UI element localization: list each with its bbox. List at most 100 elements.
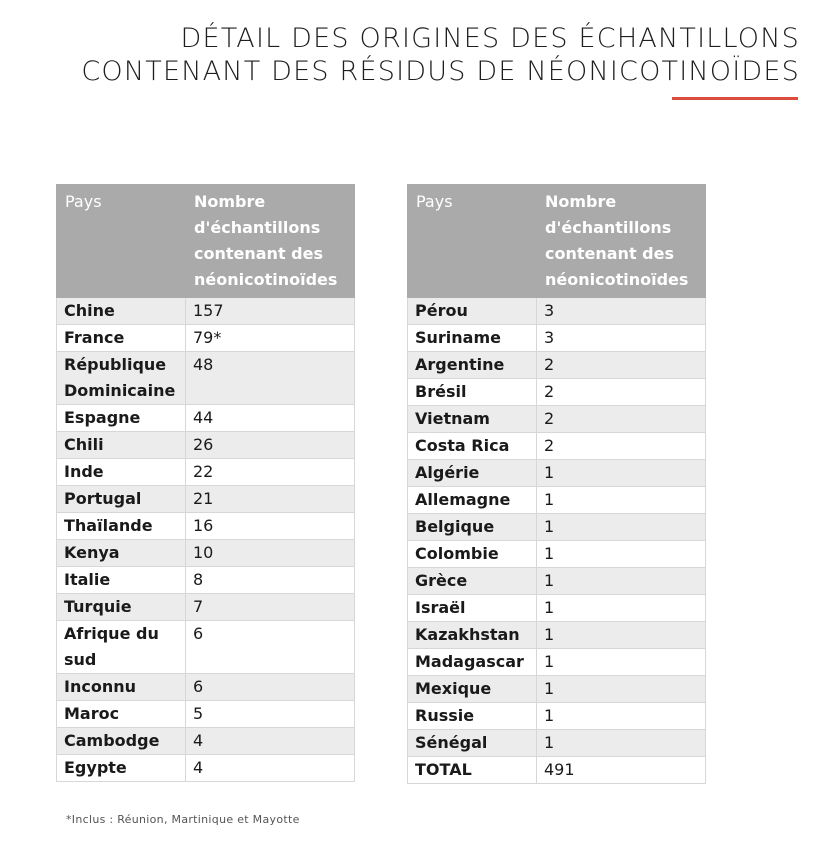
table-row: Madagascar 1 <box>407 648 706 676</box>
table-row: Espagne 44 <box>56 404 355 432</box>
country-cell: Sénégal <box>407 729 537 757</box>
column-header-country: Pays <box>407 184 537 298</box>
count-cell: 79* <box>185 324 355 352</box>
country-cell: Grèce <box>407 567 537 595</box>
table-row: Belgique 1 <box>407 513 706 541</box>
count-cell: 8 <box>185 566 355 594</box>
count-cell: 2 <box>536 432 706 460</box>
country-cell: France <box>56 324 186 352</box>
count-cell: 5 <box>185 700 355 728</box>
country-cell: Vietnam <box>407 405 537 433</box>
table-row: Egypte 4 <box>56 754 355 782</box>
table-row: Mexique 1 <box>407 675 706 703</box>
page-title: DÉTAIL DES ORIGINES DES ÉCHANTILLONS CON… <box>81 22 800 88</box>
country-cell: Portugal <box>56 485 186 513</box>
count-cell: 1 <box>536 729 706 757</box>
table-row: Grèce 1 <box>407 567 706 595</box>
count-cell: 2 <box>536 378 706 406</box>
title-line-2: CONTENANT DES RÉSIDUS DE NÉONICOTINOÏDES <box>81 56 800 87</box>
country-cell: Israël <box>407 594 537 622</box>
country-cell: Thaïlande <box>56 512 186 540</box>
country-cell: Afrique du sud <box>56 620 186 674</box>
country-cell: Allemagne <box>407 486 537 514</box>
count-cell: 7 <box>185 593 355 621</box>
title-underline <box>672 97 798 100</box>
footnote: *Inclus : Réunion, Martinique et Mayotte <box>66 813 300 826</box>
table-row: Sénégal 1 <box>407 729 706 757</box>
count-cell: 1 <box>536 540 706 568</box>
table-row: République Dominicaine 48 <box>56 351 355 405</box>
country-cell: TOTAL <box>407 756 537 784</box>
column-header-country: Pays <box>56 184 186 298</box>
count-cell: 1 <box>536 648 706 676</box>
count-cell: 26 <box>185 431 355 459</box>
count-cell: 48 <box>185 351 355 405</box>
table-row: Suriname 3 <box>407 324 706 352</box>
count-cell: 3 <box>536 324 706 352</box>
count-cell: 6 <box>185 673 355 701</box>
table-row: Cambodge 4 <box>56 727 355 755</box>
country-cell: Colombie <box>407 540 537 568</box>
count-cell: 1 <box>536 702 706 730</box>
table-row: Algérie 1 <box>407 459 706 487</box>
table-row: Kenya 10 <box>56 539 355 567</box>
table-row: TOTAL 491 <box>407 756 706 784</box>
countries-table-right: Pays Nombre d'échantillons contenant des… <box>407 184 706 784</box>
country-cell: Inconnu <box>56 673 186 701</box>
count-cell: 1 <box>536 513 706 541</box>
table-row: Inde 22 <box>56 458 355 486</box>
table-row: Brésil 2 <box>407 378 706 406</box>
table-row: Portugal 21 <box>56 485 355 513</box>
country-cell: Turquie <box>56 593 186 621</box>
country-cell: Madagascar <box>407 648 537 676</box>
table-row: Maroc 5 <box>56 700 355 728</box>
table-row: Thaïlande 16 <box>56 512 355 540</box>
country-cell: Kazakhstan <box>407 621 537 649</box>
table-row: Vietnam 2 <box>407 405 706 433</box>
table-row: Argentine 2 <box>407 351 706 379</box>
country-cell: Kenya <box>56 539 186 567</box>
country-cell: Belgique <box>407 513 537 541</box>
count-cell: 157 <box>185 297 355 325</box>
count-cell: 491 <box>536 756 706 784</box>
country-cell: Cambodge <box>56 727 186 755</box>
count-cell: 2 <box>536 405 706 433</box>
table-row: Afrique du sud 6 <box>56 620 355 674</box>
table-row: Russie 1 <box>407 702 706 730</box>
table-row: Costa Rica 2 <box>407 432 706 460</box>
table-row: Italie 8 <box>56 566 355 594</box>
country-cell: Chili <box>56 431 186 459</box>
country-cell: Espagne <box>56 404 186 432</box>
country-cell: Italie <box>56 566 186 594</box>
table-row: Chine 157 <box>56 297 355 325</box>
table-row: Israël 1 <box>407 594 706 622</box>
country-cell: Inde <box>56 458 186 486</box>
country-cell: Brésil <box>407 378 537 406</box>
count-cell: 1 <box>536 675 706 703</box>
country-cell: Chine <box>56 297 186 325</box>
count-cell: 44 <box>185 404 355 432</box>
count-cell: 16 <box>185 512 355 540</box>
table-row: Inconnu 6 <box>56 673 355 701</box>
count-cell: 3 <box>536 297 706 325</box>
count-cell: 21 <box>185 485 355 513</box>
count-cell: 1 <box>536 486 706 514</box>
country-cell: Argentine <box>407 351 537 379</box>
country-cell: République Dominicaine <box>56 351 186 405</box>
title-line-1: DÉTAIL DES ORIGINES DES ÉCHANTILLONS <box>180 23 800 54</box>
table-row: Chili 26 <box>56 431 355 459</box>
country-cell: Mexique <box>407 675 537 703</box>
column-header-count: Nombre d'échantillons contenant des néon… <box>536 184 706 298</box>
countries-table-left: Pays Nombre d'échantillons contenant des… <box>56 184 355 782</box>
count-cell: 22 <box>185 458 355 486</box>
table-row: Turquie 7 <box>56 593 355 621</box>
count-cell: 6 <box>185 620 355 674</box>
country-cell: Pérou <box>407 297 537 325</box>
count-cell: 10 <box>185 539 355 567</box>
count-cell: 1 <box>536 567 706 595</box>
count-cell: 1 <box>536 459 706 487</box>
column-header-count: Nombre d'échantillons contenant des néon… <box>185 184 355 298</box>
count-cell: 4 <box>185 754 355 782</box>
table-row: Allemagne 1 <box>407 486 706 514</box>
country-cell: Costa Rica <box>407 432 537 460</box>
